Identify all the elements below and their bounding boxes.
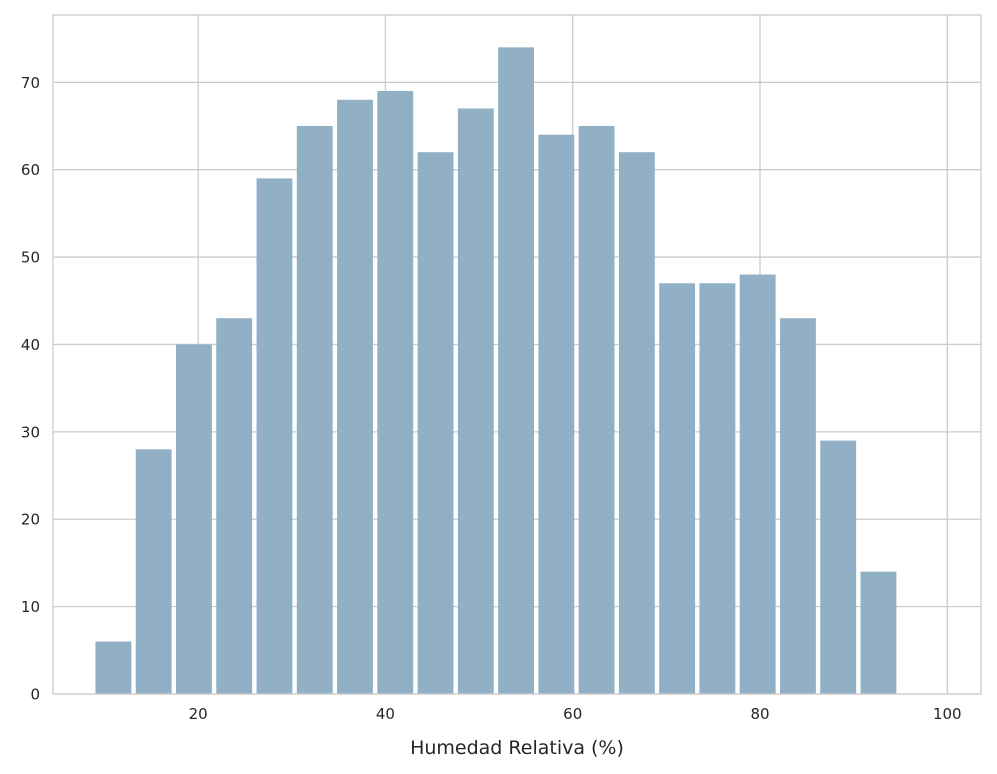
bar [699,283,736,694]
bar [457,108,494,694]
bar [417,152,454,695]
bar [337,99,373,695]
bar [216,318,253,694]
y-tick-label: 10 [21,598,40,616]
y-tick-labels: 0 10 20 30 40 50 60 70 [21,74,40,704]
x-tick-label: 60 [563,705,582,723]
plot-frame [52,14,982,695]
bar [377,91,414,694]
bar [175,344,212,694]
bar [95,641,132,694]
y-tick-label: 40 [21,336,40,354]
x-tick-labels: 20 40 60 80 100 [189,705,962,723]
y-tick-label: 50 [21,249,40,267]
y-tick-label: 30 [21,423,40,441]
y-tick-label: 60 [21,161,40,179]
bar [578,125,615,694]
y-tick-label: 0 [30,686,40,704]
bar [860,571,897,694]
x-tick-label: 40 [376,705,395,723]
bar [538,134,575,695]
bar [659,283,696,694]
x-tick-label: 80 [750,705,769,723]
bars [95,47,897,695]
x-axis-label: Humedad Relativa (%) [410,737,624,759]
bar [739,274,776,694]
bar [618,152,655,695]
x-tick-label: 100 [933,705,962,723]
bar [135,449,172,694]
bar [498,47,534,695]
bar [820,440,857,694]
bar [779,318,816,694]
bar [296,125,333,694]
y-tick-label: 20 [21,511,40,529]
bar [256,178,293,694]
y-tick-label: 70 [21,74,40,92]
x-tick-label: 20 [189,705,208,723]
